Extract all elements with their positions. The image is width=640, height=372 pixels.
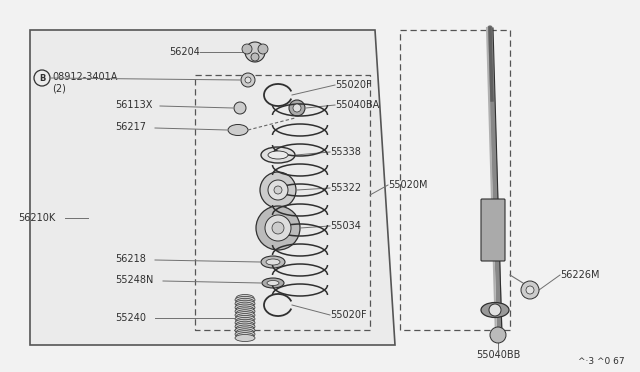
Ellipse shape — [235, 300, 255, 307]
Ellipse shape — [261, 147, 295, 163]
Circle shape — [268, 180, 288, 200]
Ellipse shape — [235, 315, 255, 323]
Circle shape — [521, 281, 539, 299]
Text: 56217: 56217 — [115, 122, 146, 132]
Circle shape — [242, 44, 252, 54]
Text: 56218: 56218 — [115, 254, 146, 264]
Ellipse shape — [262, 278, 284, 288]
Text: 55020M: 55020M — [388, 180, 428, 190]
Ellipse shape — [236, 298, 254, 305]
Text: 55040BB: 55040BB — [476, 350, 520, 360]
Ellipse shape — [235, 327, 255, 334]
Text: B: B — [39, 74, 45, 83]
Circle shape — [34, 70, 50, 86]
Ellipse shape — [236, 310, 254, 317]
Text: (2): (2) — [52, 83, 66, 93]
Ellipse shape — [235, 323, 255, 330]
Ellipse shape — [235, 304, 255, 311]
Text: 55248N: 55248N — [115, 275, 154, 285]
Polygon shape — [30, 30, 395, 345]
FancyBboxPatch shape — [481, 199, 505, 261]
Ellipse shape — [261, 256, 285, 268]
Ellipse shape — [236, 329, 254, 336]
Text: 55040BA: 55040BA — [335, 100, 380, 110]
Circle shape — [265, 215, 291, 241]
Ellipse shape — [236, 317, 254, 324]
Ellipse shape — [236, 306, 254, 313]
Circle shape — [258, 44, 268, 54]
Ellipse shape — [236, 295, 254, 301]
Text: 56204: 56204 — [169, 47, 200, 57]
Circle shape — [245, 77, 251, 83]
Ellipse shape — [236, 325, 254, 332]
Ellipse shape — [235, 319, 255, 326]
Circle shape — [490, 327, 506, 343]
Text: 55020F: 55020F — [335, 80, 372, 90]
Circle shape — [289, 100, 305, 116]
Text: 56113X: 56113X — [115, 100, 152, 110]
Text: 55240: 55240 — [115, 313, 146, 323]
Ellipse shape — [235, 308, 255, 315]
Text: 55020F: 55020F — [330, 310, 367, 320]
Text: 55338: 55338 — [330, 147, 361, 157]
Ellipse shape — [481, 302, 509, 317]
Ellipse shape — [236, 314, 254, 321]
Circle shape — [260, 172, 296, 208]
Ellipse shape — [235, 312, 255, 319]
Circle shape — [251, 53, 259, 61]
Circle shape — [272, 222, 284, 234]
Text: 56226M: 56226M — [560, 270, 600, 280]
Ellipse shape — [266, 259, 280, 265]
Ellipse shape — [236, 321, 254, 328]
Circle shape — [234, 102, 246, 114]
Ellipse shape — [236, 333, 254, 340]
Circle shape — [274, 186, 282, 194]
Circle shape — [241, 73, 255, 87]
Circle shape — [256, 206, 300, 250]
Circle shape — [245, 42, 265, 62]
Ellipse shape — [228, 125, 248, 135]
Text: ^·3 ^0 67: ^·3 ^0 67 — [579, 357, 625, 366]
Circle shape — [526, 286, 534, 294]
Ellipse shape — [235, 331, 255, 338]
Ellipse shape — [235, 296, 255, 304]
Ellipse shape — [268, 151, 288, 159]
Ellipse shape — [235, 334, 255, 341]
Text: 56210K: 56210K — [18, 213, 55, 223]
Ellipse shape — [236, 302, 254, 309]
Circle shape — [489, 304, 501, 316]
Text: 08912-3401A: 08912-3401A — [52, 72, 117, 82]
Circle shape — [293, 104, 301, 112]
Ellipse shape — [267, 280, 279, 285]
Text: 55322: 55322 — [330, 183, 361, 193]
Text: 55034: 55034 — [330, 221, 361, 231]
